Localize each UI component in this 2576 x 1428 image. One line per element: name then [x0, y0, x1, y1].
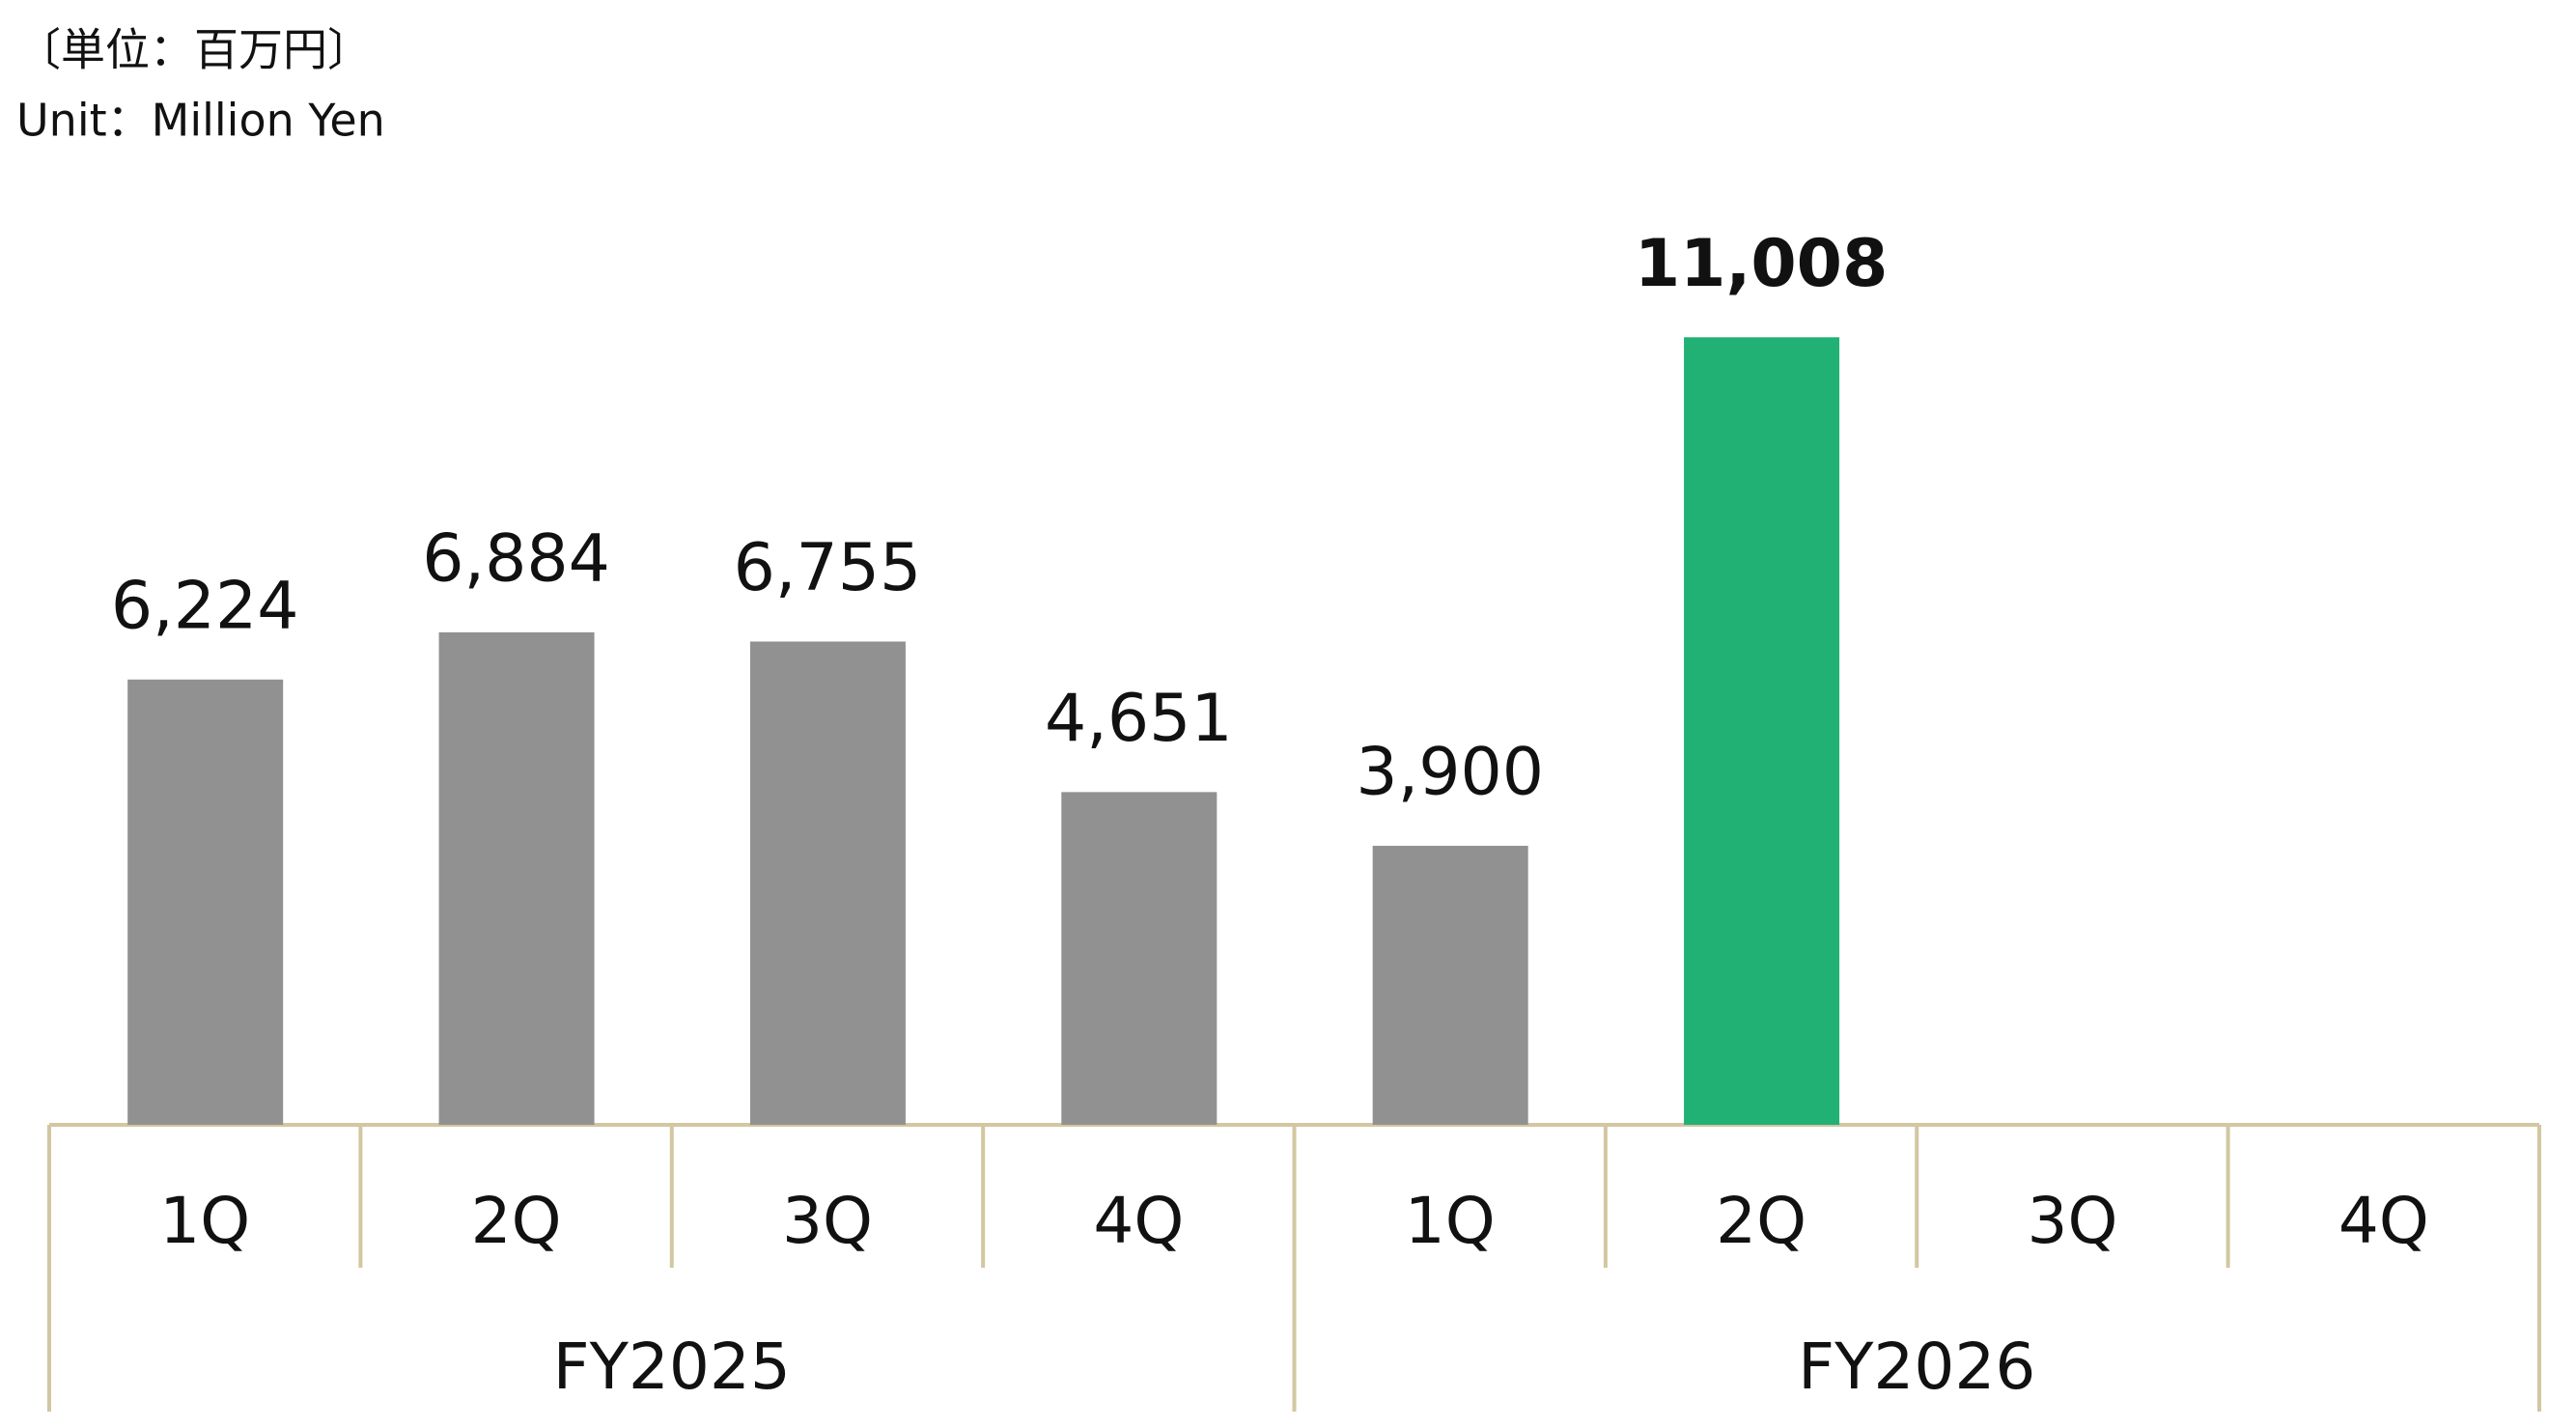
group-label: FY2026 — [1798, 1330, 2035, 1404]
bar — [1061, 792, 1218, 1125]
x-tick-label: 1Q — [159, 1184, 250, 1258]
bar — [1372, 846, 1528, 1125]
value-label: 6,224 — [111, 568, 299, 644]
group-label: FY2025 — [553, 1330, 791, 1404]
bar — [1684, 337, 1840, 1125]
x-tick-label: 2Q — [471, 1184, 562, 1258]
x-tick-label: 3Q — [2027, 1184, 2117, 1258]
unit-label: 〔単位：百万円〕 — [16, 24, 372, 76]
value-label: 3,900 — [1356, 735, 1544, 811]
bar — [749, 641, 906, 1125]
x-tick-label: 4Q — [2338, 1184, 2429, 1258]
x-tick-label: 2Q — [1716, 1184, 1806, 1258]
x-tick-label: 4Q — [1093, 1184, 1184, 1258]
x-tick-label: 3Q — [782, 1184, 873, 1258]
value-label: 6,755 — [734, 530, 922, 606]
value-label: 11,008 — [1635, 226, 1888, 302]
x-tick-label: 1Q — [1405, 1184, 1496, 1258]
value-label: 4,651 — [1045, 681, 1233, 757]
bar — [438, 631, 595, 1125]
bar — [127, 679, 284, 1125]
unit-label: Unit：Million Yen — [16, 95, 385, 147]
value-label: 6,884 — [422, 520, 610, 597]
